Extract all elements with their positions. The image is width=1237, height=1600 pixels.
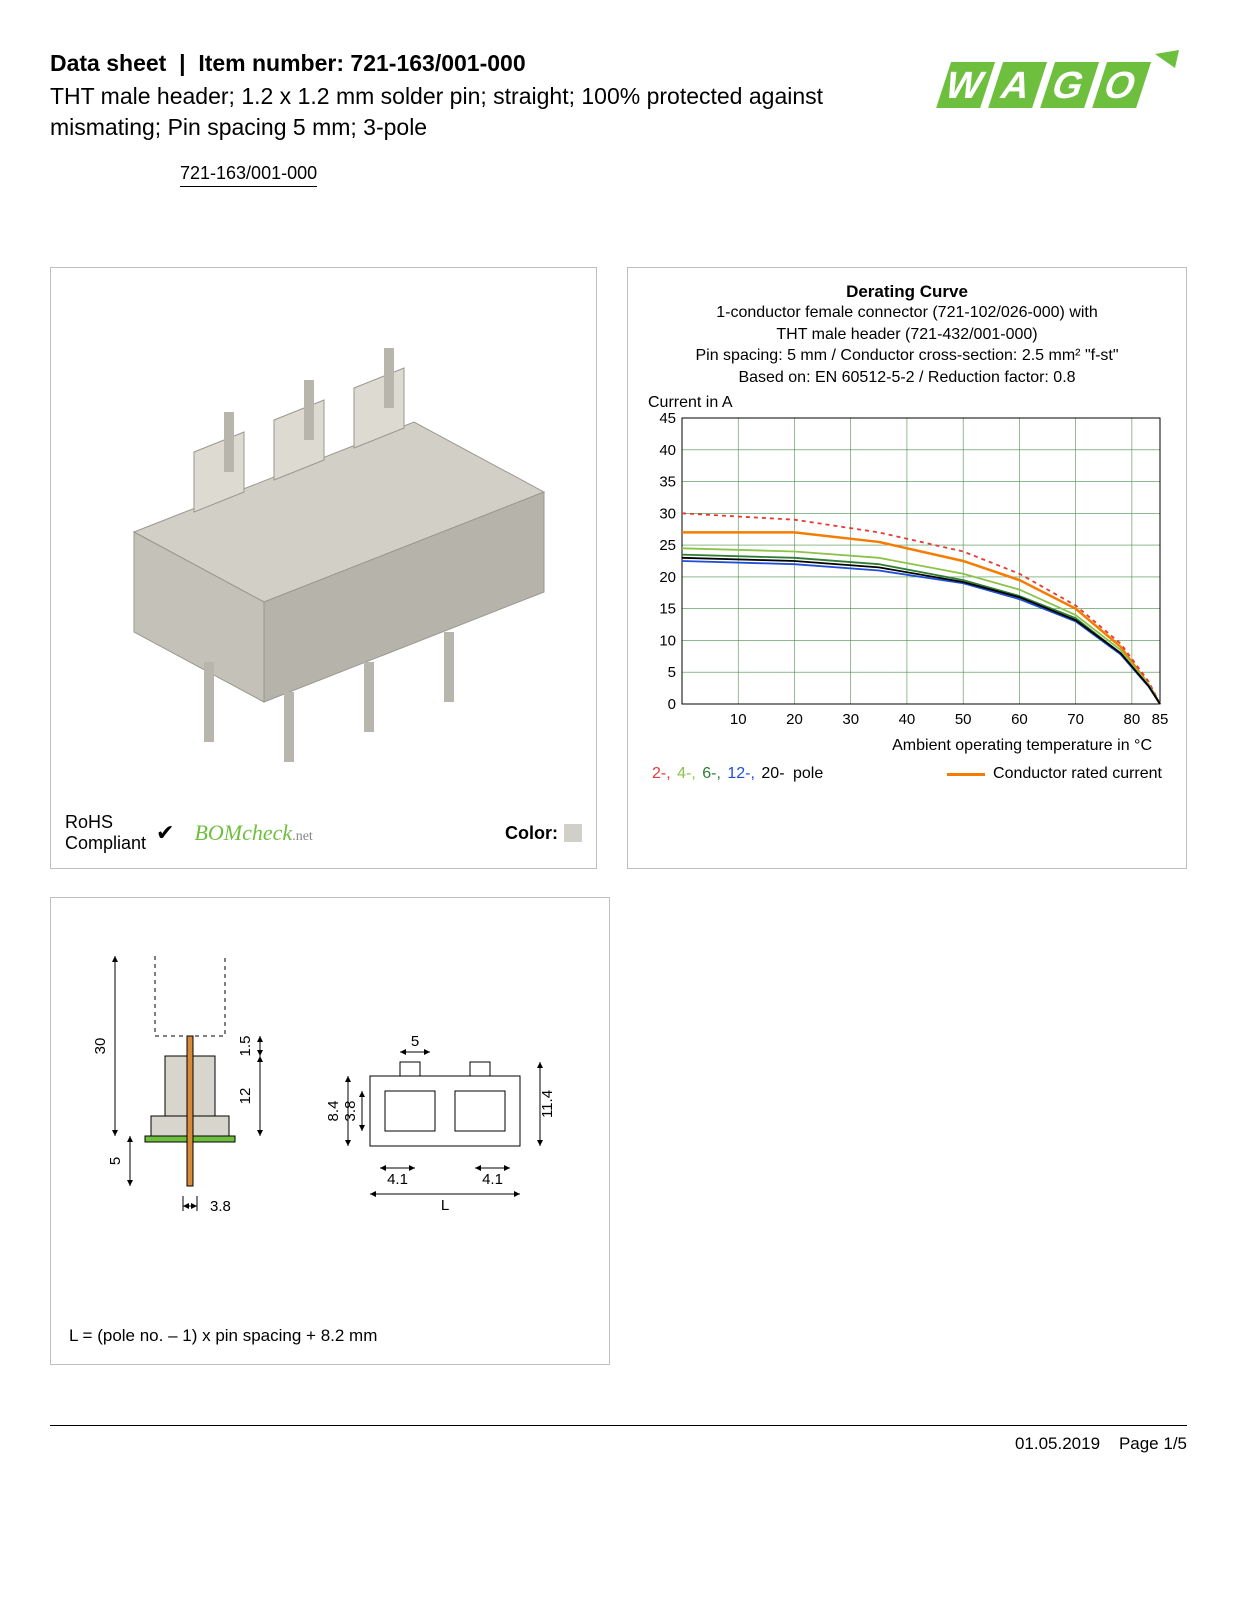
chart-title: Derating Curve: [642, 282, 1172, 302]
svg-text:30: 30: [659, 506, 676, 523]
svg-text:12: 12: [237, 1088, 254, 1105]
x-axis-label: Ambient operating temperature in °C: [642, 737, 1152, 755]
svg-text:1.5: 1.5: [237, 1036, 254, 1057]
svg-text:3.8: 3.8: [210, 1198, 231, 1215]
svg-text:4.1: 4.1: [387, 1171, 408, 1188]
dimension-panel: 3051.5123.88.43.811.454.14.1L L = (pole …: [50, 897, 610, 1365]
svg-text:35: 35: [659, 474, 676, 491]
svg-text:85: 85: [1152, 711, 1169, 728]
svg-text:45: 45: [659, 412, 676, 427]
footer-rule: [50, 1425, 1187, 1426]
product-panel: RoHS Compliant ✔ BOMcheck.net Color:: [50, 267, 597, 869]
rohs-badge: RoHS Compliant ✔: [65, 812, 174, 854]
svg-text:60: 60: [1011, 711, 1028, 728]
rohs-line2: Compliant: [65, 833, 146, 854]
rohs-line1: RoHS: [65, 812, 146, 833]
color-swatch: [564, 824, 582, 842]
svg-text:0: 0: [668, 696, 676, 713]
bomcheck-suffix: .net: [292, 829, 313, 844]
dimension-formula: L = (pole no. – 1) x pin spacing + 8.2 m…: [69, 1326, 591, 1346]
svg-text:15: 15: [659, 601, 676, 618]
chart-subtitle: 1-conductor female connector (721-102/02…: [642, 302, 1172, 388]
svg-text:8.4: 8.4: [325, 1101, 342, 1122]
title: Data sheet | Item number: 721-163/001-00…: [50, 50, 887, 77]
svg-text:10: 10: [659, 633, 676, 650]
svg-text:11.4: 11.4: [539, 1090, 556, 1118]
svg-text:30: 30: [92, 1038, 109, 1055]
bomcheck-badge: BOMcheck.net: [194, 820, 312, 846]
datasheet-label: Data sheet: [50, 50, 166, 76]
svg-text:10: 10: [730, 711, 747, 728]
svg-text:L: L: [441, 1197, 449, 1214]
item-number: 721-163/001-000: [350, 50, 525, 76]
color-label-text: Color:: [505, 823, 558, 844]
product-image: [74, 302, 574, 782]
svg-text:30: 30: [842, 711, 859, 728]
footer-date: 01.05.2019: [1015, 1434, 1100, 1453]
svg-text:3.8: 3.8: [342, 1101, 359, 1122]
chart-panel: Derating Curve 1-conductor female connec…: [627, 267, 1187, 869]
y-axis-label: Current in A: [648, 394, 1172, 412]
svg-text:50: 50: [955, 711, 972, 728]
item-label: Item number:: [198, 50, 344, 76]
svg-text:5: 5: [107, 1157, 124, 1165]
dimension-drawing: 3051.5123.88.43.811.454.14.1L: [70, 926, 590, 1286]
check-icon: ✔: [156, 820, 174, 846]
svg-text:20: 20: [659, 569, 676, 586]
svg-text:40: 40: [899, 711, 916, 728]
wago-logo: W A G O: [917, 50, 1187, 120]
part-number-link[interactable]: 721-163/001-000: [180, 163, 317, 187]
svg-text:5: 5: [411, 1033, 419, 1050]
svg-text:5: 5: [668, 665, 676, 682]
legend-rated: Conductor rated current: [947, 765, 1162, 783]
footer: 01.05.2019 Page 1/5: [50, 1434, 1187, 1474]
derating-chart: 0 5 10 15 20 25 30 35 40 45 10 20 30 40 50 60 70 80 85: [642, 412, 1172, 732]
svg-text:20: 20: [786, 711, 803, 728]
color-indicator: Color:: [505, 823, 582, 844]
legend-line-icon: [947, 773, 985, 776]
svg-text:80: 80: [1124, 711, 1141, 728]
bomcheck-text: BOMcheck: [194, 820, 292, 845]
svg-text:25: 25: [659, 538, 676, 555]
header: Data sheet | Item number: 721-163/001-00…: [50, 50, 1187, 143]
svg-text:70: 70: [1067, 711, 1084, 728]
subtitle: THT male header; 1.2 x 1.2 mm solder pin…: [50, 81, 887, 143]
footer-page: Page 1/5: [1119, 1434, 1187, 1453]
svg-text:40: 40: [659, 442, 676, 459]
legend-poles: 2-, 4-, 6-, 12-, 20- pole: [652, 765, 825, 783]
svg-text:4.1: 4.1: [482, 1171, 503, 1188]
